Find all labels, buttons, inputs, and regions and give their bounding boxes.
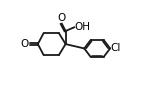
Text: O: O	[58, 13, 66, 23]
Text: O: O	[21, 39, 29, 49]
Text: Cl: Cl	[111, 43, 121, 53]
Text: OH: OH	[75, 22, 91, 32]
